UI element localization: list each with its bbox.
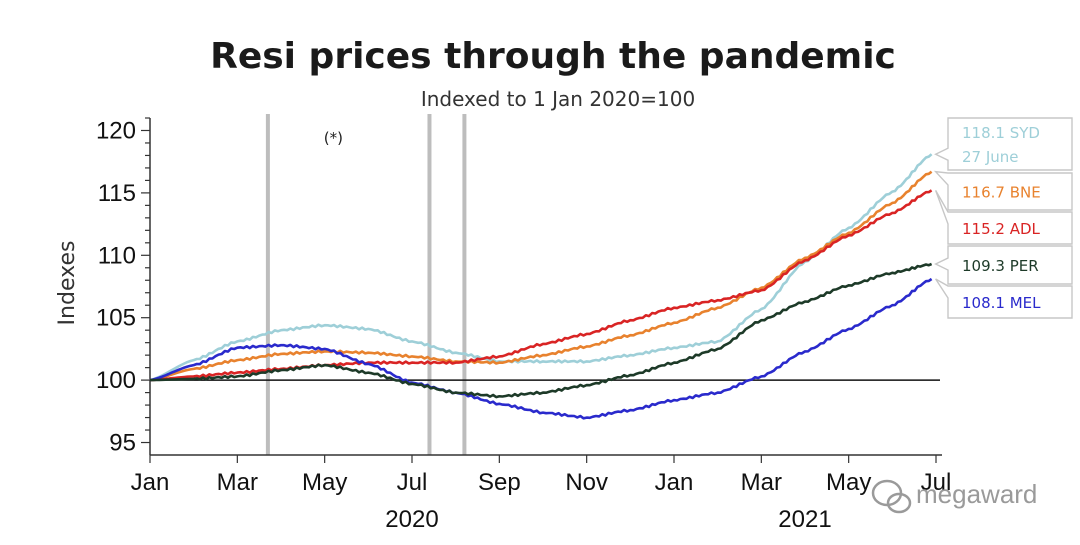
series-line-mel xyxy=(149,277,933,420)
chart-subtitle: Indexed to 1 Jan 2020=100 xyxy=(421,87,695,111)
end-label-text: 115.2 ADL xyxy=(962,220,1041,238)
marker-note: (*) xyxy=(324,129,343,147)
y-tick-label: 115 xyxy=(98,180,136,207)
end-label-adl: 115.2 ADL xyxy=(934,190,1073,245)
end-label-box xyxy=(935,278,1073,319)
wechat-icon xyxy=(871,479,912,514)
end-labels: 118.1 SYD 27 June 116.7 BNE 115.2 ADL 109.3 … xyxy=(933,117,1073,319)
y-axis-label: Indexes xyxy=(55,241,80,326)
watermark-text: megaward xyxy=(916,479,1037,509)
x-tick-label: May xyxy=(302,469,347,496)
end-label-box xyxy=(933,170,1073,211)
end-label-subtext: 27 June xyxy=(962,148,1019,166)
end-label-text: 109.3 PER xyxy=(962,257,1039,275)
series-line-per xyxy=(150,262,933,399)
end-label-text: 108.1 MEL xyxy=(962,294,1041,312)
end-label-box xyxy=(934,190,1073,245)
y-tick-label: 110 xyxy=(98,242,136,269)
end-label-box xyxy=(934,245,1073,285)
end-label-bne: 116.7 BNE xyxy=(933,170,1073,211)
y-tick-label: 95 xyxy=(109,430,136,457)
chart-title: Resi prices through the pandemic xyxy=(210,36,896,77)
end-label-text: 116.7 BNE xyxy=(962,184,1041,202)
axes: 95 100 105 110 115 120 Jan Mar May Jul Sep Nov Jan Ma… xyxy=(96,117,951,533)
year-label: 2021 xyxy=(778,506,831,533)
end-label-text: 118.1 SYD xyxy=(962,124,1040,142)
end-label-syd: 118.1 SYD 27 June xyxy=(934,117,1073,171)
x-tick-label: Mar xyxy=(741,469,782,496)
year-label: 2020 xyxy=(385,506,438,533)
vertical-markers: (*) xyxy=(265,114,467,455)
x-tick-label: Jul xyxy=(397,469,428,496)
watermark: megaward xyxy=(871,479,1037,514)
series-lines xyxy=(149,153,933,420)
x-tick-label: May xyxy=(826,469,871,496)
y-tick-label: 105 xyxy=(96,305,136,332)
x-tick-label: Jan xyxy=(655,469,694,496)
end-label-box xyxy=(934,117,1073,171)
series-line-bne xyxy=(149,170,933,382)
end-label-per: 109.3 PER xyxy=(934,245,1073,285)
x-tick-label: Sep xyxy=(478,469,521,496)
y-tick-label: 120 xyxy=(96,117,136,144)
x-tick-label: Nov xyxy=(565,469,608,496)
x-tick-label: Jul xyxy=(921,469,952,496)
y-tick-label: 100 xyxy=(96,367,136,394)
x-tick-label: Jan xyxy=(131,469,170,496)
x-tick-label: Mar xyxy=(217,469,258,496)
end-label-mel: 108.1 MEL xyxy=(935,278,1073,319)
